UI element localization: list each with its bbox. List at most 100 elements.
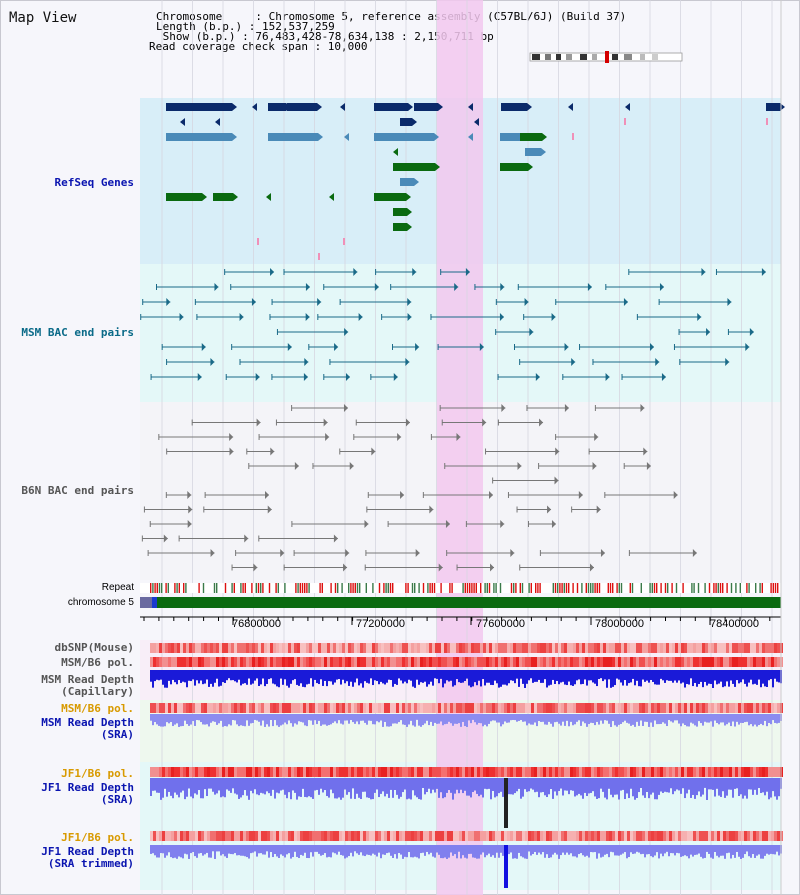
track-label-msm-depth-cap[interactable]: MSM Read Depth bbox=[41, 673, 134, 686]
depth-bar bbox=[546, 845, 548, 855]
track-label-b6n-bac[interactable]: B6N BAC end pairs bbox=[21, 484, 134, 497]
depth-bar bbox=[236, 778, 238, 795]
bac-end-arrow bbox=[655, 358, 660, 366]
heat-cell bbox=[501, 767, 504, 777]
heat-cell bbox=[603, 831, 606, 841]
heat-cell bbox=[381, 643, 384, 653]
depth-bar bbox=[572, 714, 574, 726]
heat-cell bbox=[522, 703, 525, 713]
track-label-refseq[interactable]: RefSeq Genes bbox=[54, 176, 134, 189]
heat-cell bbox=[564, 767, 567, 777]
depth-bar bbox=[660, 714, 662, 724]
depth-bar bbox=[440, 778, 442, 793]
heat-cell bbox=[159, 831, 162, 841]
depth-bar bbox=[726, 714, 728, 725]
heat-cell bbox=[399, 657, 402, 667]
track-label-msm-pol[interactable]: MSM/B6 pol. bbox=[61, 656, 134, 669]
depth-bar bbox=[646, 670, 648, 681]
heat-cell bbox=[516, 643, 519, 653]
track-label-msm-depth-sra[interactable]: MSM Read Depth bbox=[41, 716, 134, 729]
heat-cell bbox=[747, 643, 750, 653]
depth-bar bbox=[360, 778, 362, 800]
bac-end-arrow bbox=[623, 298, 628, 306]
heat-cell bbox=[504, 767, 507, 777]
heat-cell bbox=[585, 703, 588, 713]
depth-bar bbox=[368, 714, 370, 721]
heat-cell bbox=[267, 657, 270, 667]
depth-bar bbox=[258, 845, 260, 854]
gene-marker bbox=[343, 238, 345, 245]
depth-bar bbox=[708, 714, 710, 723]
heat-cell bbox=[411, 703, 414, 713]
depth-bar bbox=[212, 845, 214, 852]
heat-cell bbox=[405, 643, 408, 653]
track-label-dbsnp[interactable]: dbSNP(Mouse) bbox=[54, 641, 134, 654]
track-label-msm-pol-2[interactable]: MSM/B6 pol. bbox=[61, 702, 134, 715]
heat-cell bbox=[231, 831, 234, 841]
heat-cell bbox=[318, 643, 321, 653]
heat-cell bbox=[282, 643, 285, 653]
depth-bar bbox=[750, 714, 752, 725]
heat-cell bbox=[153, 643, 156, 653]
heat-cell bbox=[162, 767, 165, 777]
depth-bar bbox=[670, 670, 672, 681]
bac-end-arrow bbox=[412, 268, 417, 276]
bac-end-arrow bbox=[539, 418, 544, 427]
bac-end-arrow bbox=[334, 343, 339, 351]
depth-bar bbox=[514, 778, 516, 794]
bac-end-arrow bbox=[596, 505, 601, 514]
heat-cell bbox=[717, 657, 720, 667]
depth-bar bbox=[380, 714, 382, 721]
depth-bar bbox=[720, 845, 722, 856]
gene-feature bbox=[500, 133, 524, 141]
depth-bar bbox=[740, 670, 742, 683]
depth-bar bbox=[716, 845, 718, 856]
track-label-jf1-depth-sra[interactable]: JF1 Read Depth bbox=[41, 781, 134, 794]
heat-cell bbox=[519, 767, 522, 777]
depth-bar bbox=[582, 845, 584, 856]
heat-cell bbox=[567, 657, 570, 667]
depth-bar bbox=[552, 845, 554, 855]
depth-bar bbox=[538, 670, 540, 680]
tick-label: 77200000 bbox=[356, 618, 405, 630]
heat-cell bbox=[456, 643, 459, 653]
depth-bar bbox=[154, 778, 156, 791]
depth-bar bbox=[540, 714, 542, 722]
track-label-jf1-pol[interactable]: JF1/B6 pol. bbox=[61, 767, 134, 780]
depth-bar bbox=[260, 670, 262, 685]
depth-bar bbox=[752, 778, 754, 795]
track-label-jf1-pol-2[interactable]: JF1/B6 pol. bbox=[61, 831, 134, 844]
heat-cell bbox=[471, 831, 474, 841]
heat-cell bbox=[150, 831, 153, 841]
depth-bar bbox=[672, 845, 674, 854]
depth-bar bbox=[550, 778, 552, 789]
repeat-mark bbox=[515, 583, 517, 593]
depth-bar bbox=[600, 778, 602, 789]
depth-bar bbox=[482, 845, 484, 853]
heat-cell bbox=[366, 643, 369, 653]
heat-cell bbox=[339, 831, 342, 841]
track-label-jf1-depth-trim[interactable]: JF1 Read Depth bbox=[41, 845, 134, 858]
depth-bar bbox=[300, 845, 302, 855]
heat-cell bbox=[765, 831, 768, 841]
heat-cell bbox=[684, 703, 687, 713]
repeat-mark bbox=[653, 583, 656, 593]
heat-cell bbox=[702, 643, 705, 653]
repeat-mark bbox=[469, 583, 471, 593]
repeat-mark bbox=[770, 583, 772, 593]
depth-bar bbox=[492, 778, 494, 792]
bac-end-arrow bbox=[344, 328, 349, 336]
depth-bar bbox=[222, 714, 224, 727]
depth-bar bbox=[370, 778, 372, 800]
depth-bar bbox=[714, 670, 716, 681]
track-label-msm-bac[interactable]: MSM BAC end pairs bbox=[21, 326, 134, 339]
bac-end-arrow bbox=[251, 298, 256, 306]
depth-bar bbox=[558, 670, 560, 685]
depth-bar bbox=[284, 778, 286, 795]
depth-bar bbox=[478, 845, 480, 859]
depth-bar bbox=[500, 670, 502, 687]
repeat-mark bbox=[772, 583, 774, 593]
depth-bar bbox=[682, 778, 684, 789]
heat-cell bbox=[597, 767, 600, 777]
